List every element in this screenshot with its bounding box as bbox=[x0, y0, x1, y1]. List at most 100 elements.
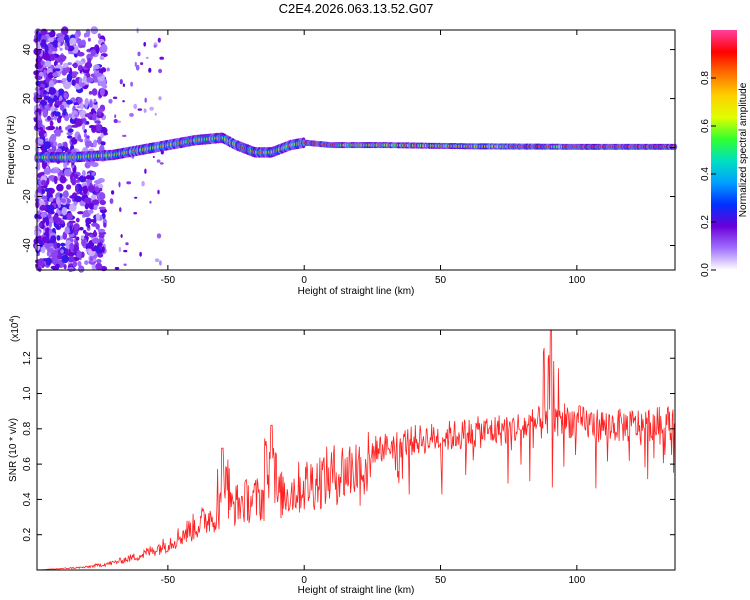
spectrogram-cell bbox=[87, 37, 91, 42]
spectrogram-cell bbox=[64, 45, 69, 51]
spectrogram-cell bbox=[63, 92, 68, 99]
spectrogram-cell bbox=[49, 197, 54, 202]
snr-frame bbox=[36, 329, 676, 571]
spectrogram-cell bbox=[154, 258, 160, 263]
spectrogram-cell bbox=[86, 77, 94, 83]
spectrogram-cell bbox=[44, 188, 52, 192]
spectrogram-cell bbox=[81, 239, 87, 247]
spectrogram-cell bbox=[73, 114, 80, 118]
spectrogram-cell bbox=[95, 46, 100, 55]
spectrogram-cell bbox=[49, 30, 56, 38]
spectrogram-cell bbox=[158, 96, 162, 101]
spectrogram-cell bbox=[93, 204, 98, 211]
spectrogram-cell bbox=[130, 81, 134, 87]
spectrogram-cell bbox=[49, 53, 56, 61]
spectrogram-cell bbox=[137, 51, 141, 57]
spectrogram-cell bbox=[61, 26, 69, 35]
spectrogram-cell bbox=[91, 263, 97, 271]
spectrogram-cell bbox=[35, 80, 41, 87]
spectrogram-cell bbox=[73, 102, 78, 106]
spectrogram-cell bbox=[122, 100, 125, 103]
spectrogram-cell bbox=[42, 52, 51, 61]
colorbar-tick-label: 0.4 bbox=[700, 167, 711, 181]
spectrogram-cell bbox=[47, 125, 56, 131]
spectrogram-cell bbox=[47, 243, 54, 247]
spectrogram-cell bbox=[69, 195, 76, 199]
spectrogram-cell bbox=[48, 87, 57, 96]
spectrogram-cell bbox=[43, 96, 51, 101]
spectrogram-cell bbox=[144, 168, 147, 174]
spectrogram-cell bbox=[80, 251, 85, 258]
spectrogram-cell bbox=[40, 41, 47, 47]
spectrogram-cell bbox=[52, 168, 61, 174]
spectrogram-cell bbox=[125, 242, 129, 246]
spectrogram-cell bbox=[113, 119, 118, 123]
spectrogram-cell bbox=[120, 234, 123, 238]
spectrogram-cell bbox=[85, 179, 93, 184]
spectrogram-cell bbox=[89, 219, 97, 223]
spectrogram-cell bbox=[75, 118, 83, 127]
spectrogram-cell bbox=[94, 120, 101, 124]
spectrogram-y-label: Frequency (Hz) bbox=[6, 116, 17, 185]
spectrogram-cell bbox=[49, 120, 54, 127]
spectrogram-cell bbox=[106, 67, 110, 72]
spectrogram-cell bbox=[129, 112, 134, 117]
spectrogram-cell bbox=[86, 135, 90, 139]
spectrogram-cell bbox=[91, 199, 100, 205]
spectrogram-cell bbox=[54, 129, 61, 137]
spectrogram-cell bbox=[43, 90, 48, 95]
spectrogram-cell bbox=[71, 124, 79, 128]
spectrogram-cell bbox=[82, 170, 86, 177]
spectrogram-cell bbox=[64, 248, 69, 256]
spectrogram-cell bbox=[60, 242, 66, 247]
spectrogram-cell bbox=[67, 128, 74, 133]
spectrogram-cell bbox=[133, 103, 138, 110]
spectrogram-cell bbox=[60, 198, 67, 204]
spectrogram-cell bbox=[40, 204, 46, 209]
spectrogram-cell bbox=[82, 185, 88, 195]
spectrogram-cell bbox=[114, 114, 117, 119]
spectrogram-cell bbox=[98, 136, 102, 143]
spectrogram-cell bbox=[52, 72, 59, 78]
spectrogram-cell bbox=[53, 175, 58, 185]
spectrogram-cell bbox=[118, 181, 121, 188]
spectrogram-cell bbox=[35, 263, 41, 268]
spectrogram-cell bbox=[55, 79, 63, 84]
spectrogram-cell bbox=[60, 249, 64, 254]
spectrogram-y-tick-label: 40 bbox=[22, 44, 33, 56]
spectrogram-cell bbox=[54, 68, 61, 72]
spectrogram-cell bbox=[50, 235, 57, 244]
spectrogram-cell bbox=[93, 139, 97, 148]
spectrogram-cell bbox=[41, 236, 50, 243]
spectrogram-cell bbox=[47, 213, 52, 219]
spectrogram-cell bbox=[67, 62, 72, 66]
spectrogram-cell bbox=[48, 37, 54, 43]
spectrogram-cell bbox=[79, 44, 86, 48]
snr-y-tick-label: 1.0 bbox=[22, 386, 33, 400]
spectrogram-cell bbox=[67, 255, 75, 263]
spectrogram-frame bbox=[36, 29, 676, 271]
spectrogram-cell bbox=[69, 242, 75, 251]
spectrogram-cell bbox=[43, 258, 48, 262]
spectrogram-cell bbox=[63, 81, 71, 90]
spectrogram-cell bbox=[67, 251, 75, 257]
spectrogram-cell bbox=[66, 222, 71, 228]
spectrogram-cell bbox=[63, 168, 72, 177]
spectrogram-cell bbox=[118, 246, 122, 253]
snr-exponent-label: (x104) bbox=[9, 315, 21, 342]
spectrogram-cell bbox=[112, 96, 118, 100]
spectrogram-cell bbox=[46, 42, 55, 50]
spectrogram-cell bbox=[57, 36, 65, 43]
spectrogram-cell bbox=[66, 131, 73, 136]
spectrogram-cell bbox=[90, 49, 96, 57]
spectrogram-cell bbox=[65, 100, 73, 105]
spectrogram-cell bbox=[72, 260, 78, 268]
colorbar-tick-label: 0.0 bbox=[700, 263, 711, 277]
snr-exponent-base: (x10 bbox=[10, 322, 21, 342]
spectrogram-cell bbox=[84, 98, 89, 107]
spectrogram-cell bbox=[61, 78, 68, 82]
spectrogram-cell bbox=[44, 60, 52, 68]
spectrogram-cell bbox=[69, 263, 73, 267]
colorbar-ticks: 0.0 0.2 0.4 0.6 0.8 bbox=[700, 71, 716, 277]
spectrogram-cell bbox=[122, 83, 125, 87]
